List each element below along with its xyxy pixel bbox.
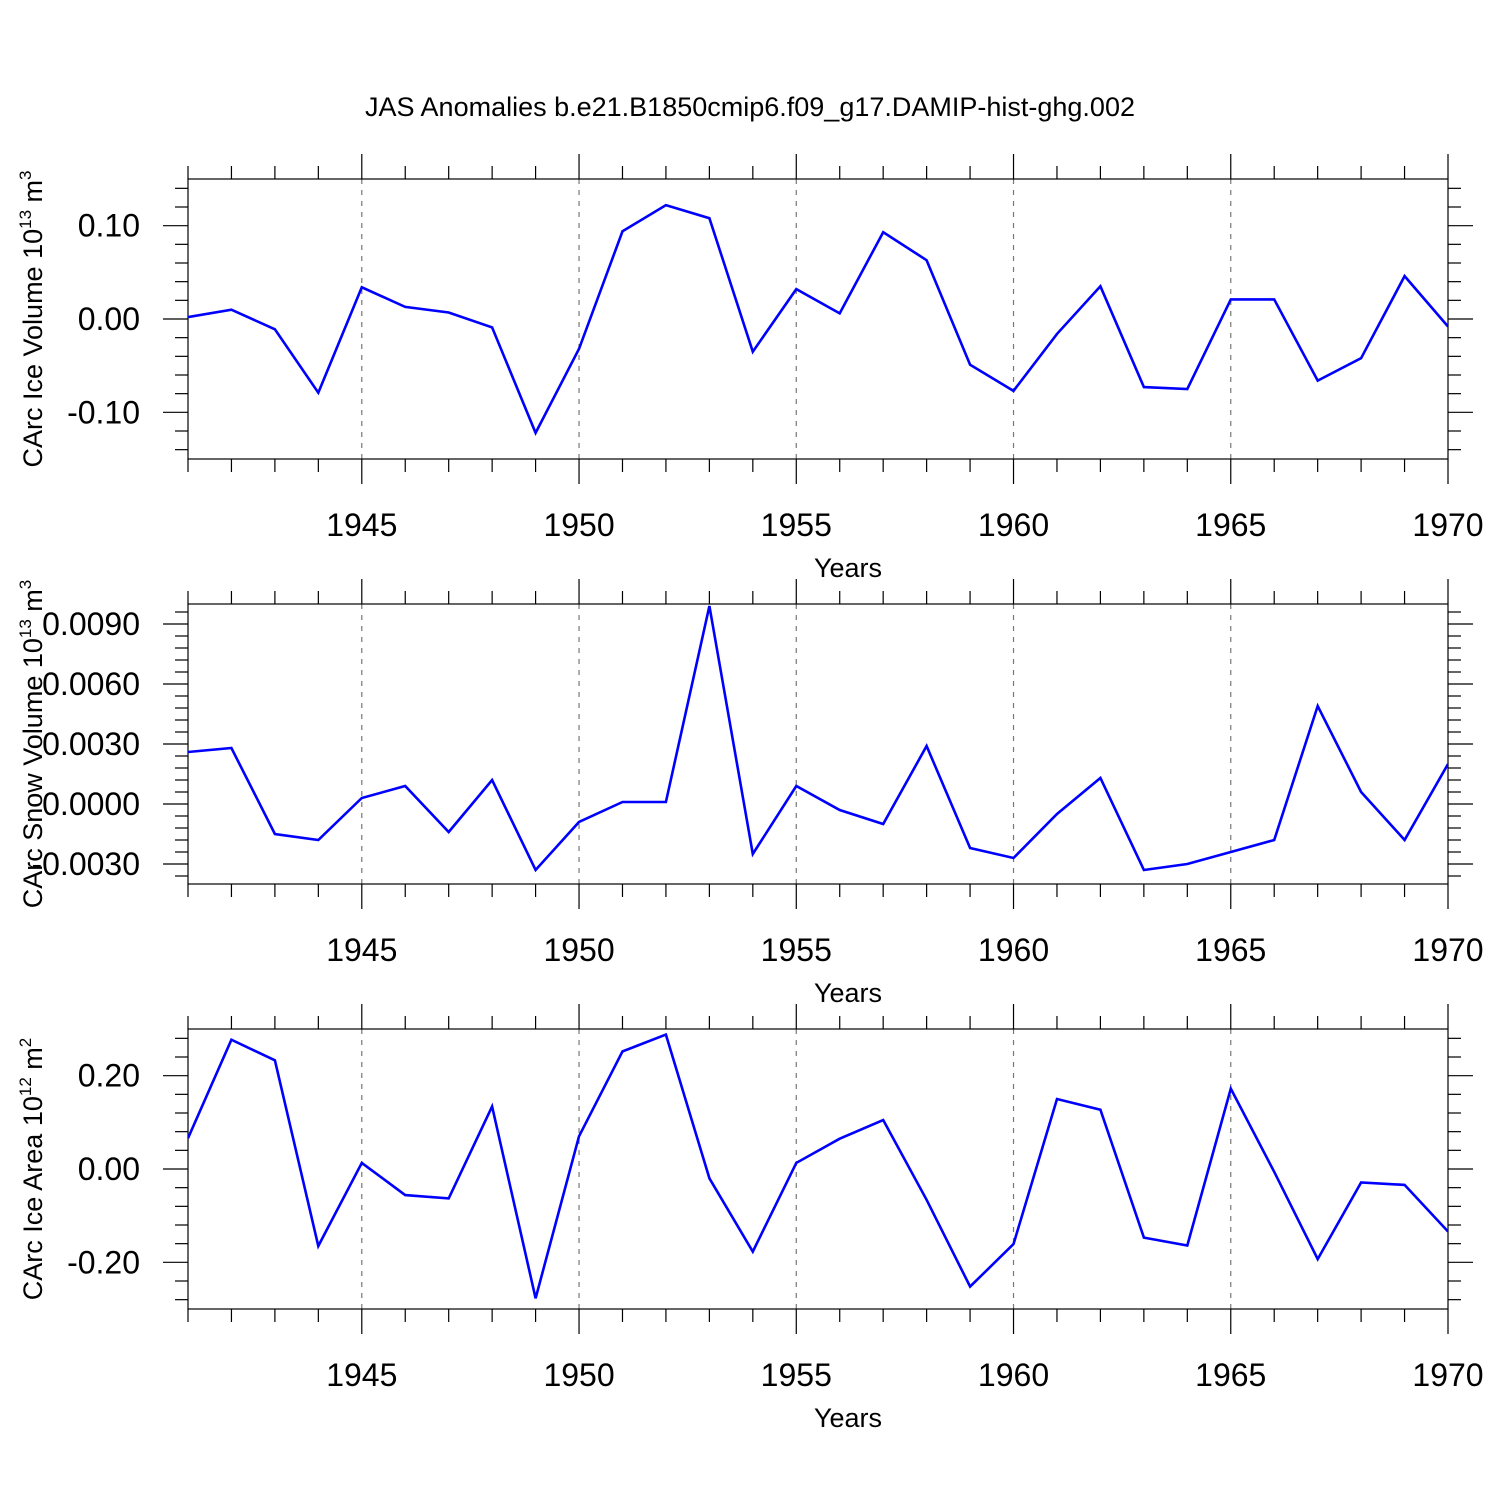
panel-3: -0.20 0.00 0.20 1945 1950 1955 1960 1965 1970 Yea… bbox=[16, 1004, 1484, 1433]
x-tick-label: 1955 bbox=[761, 932, 832, 968]
x-axis-label: Years bbox=[814, 1403, 882, 1433]
plot-frame bbox=[187, 1028, 1449, 1310]
y-tick-label: 0.20 bbox=[78, 1058, 140, 1094]
y-tick-label: 0.00 bbox=[78, 301, 140, 337]
y-tick-label: 0.0090 bbox=[42, 606, 140, 642]
x-tick-label: 1945 bbox=[326, 932, 397, 968]
x-tick-label: 1955 bbox=[761, 1357, 832, 1393]
x-tick-label: 1965 bbox=[1195, 932, 1266, 968]
y-axis-label: CArc Snow Volume 1013 m3 bbox=[16, 580, 48, 909]
y-tick-label: 0.0000 bbox=[42, 786, 140, 822]
x-tick-label: 1965 bbox=[1195, 507, 1266, 543]
x-tick-label: 1965 bbox=[1195, 1357, 1266, 1393]
panel-1: -0.10 0.00 0.10 1945 1950 1955 1960 1965 1970 Yea… bbox=[16, 154, 1484, 583]
x-tick-label: 1955 bbox=[761, 507, 832, 543]
series-line bbox=[188, 1032, 1448, 1299]
y-tick-label: 0.00 bbox=[78, 1151, 140, 1187]
x-tick-label: 1945 bbox=[326, 507, 397, 543]
plot-frame bbox=[187, 178, 1449, 460]
y-tick-label: -0.20 bbox=[67, 1244, 140, 1280]
x-tick-label: 1970 bbox=[1412, 932, 1483, 968]
x-tick-label: 1950 bbox=[543, 507, 614, 543]
y-axis-label: CArc Ice Area 1012 m2 bbox=[16, 1038, 48, 1301]
x-tick-label: 1950 bbox=[543, 932, 614, 968]
x-axis-label: Years bbox=[814, 978, 882, 1008]
x-tick-label: 1945 bbox=[326, 1357, 397, 1393]
y-tick-label: 0.0060 bbox=[42, 666, 140, 702]
y-tick-label: 0.10 bbox=[78, 208, 140, 244]
panel-2: -0.0030 0.0000 0.0030 0.0060 0.0090 1945 1950 1… bbox=[16, 579, 1484, 1008]
x-tick-label: 1960 bbox=[978, 507, 1049, 543]
x-tick-label: 1970 bbox=[1412, 507, 1483, 543]
series-line bbox=[188, 605, 1448, 873]
plot-frame bbox=[187, 603, 1449, 885]
series-line bbox=[188, 203, 1448, 436]
x-tick-label: 1950 bbox=[543, 1357, 614, 1393]
y-tick-label: 0.0030 bbox=[42, 726, 140, 762]
x-tick-label: 1960 bbox=[978, 932, 1049, 968]
y-tick-label: -0.10 bbox=[67, 394, 140, 430]
x-tick-label: 1960 bbox=[978, 1357, 1049, 1393]
chart-title: JAS Anomalies b.e21.B1850cmip6.f09_g17.D… bbox=[365, 92, 1135, 122]
x-tick-label: 1970 bbox=[1412, 1357, 1483, 1393]
y-axis-label: CArc Ice Volume 1013 m3 bbox=[16, 170, 48, 467]
y-tick-label: -0.0030 bbox=[31, 846, 140, 882]
x-axis-label: Years bbox=[814, 553, 882, 583]
